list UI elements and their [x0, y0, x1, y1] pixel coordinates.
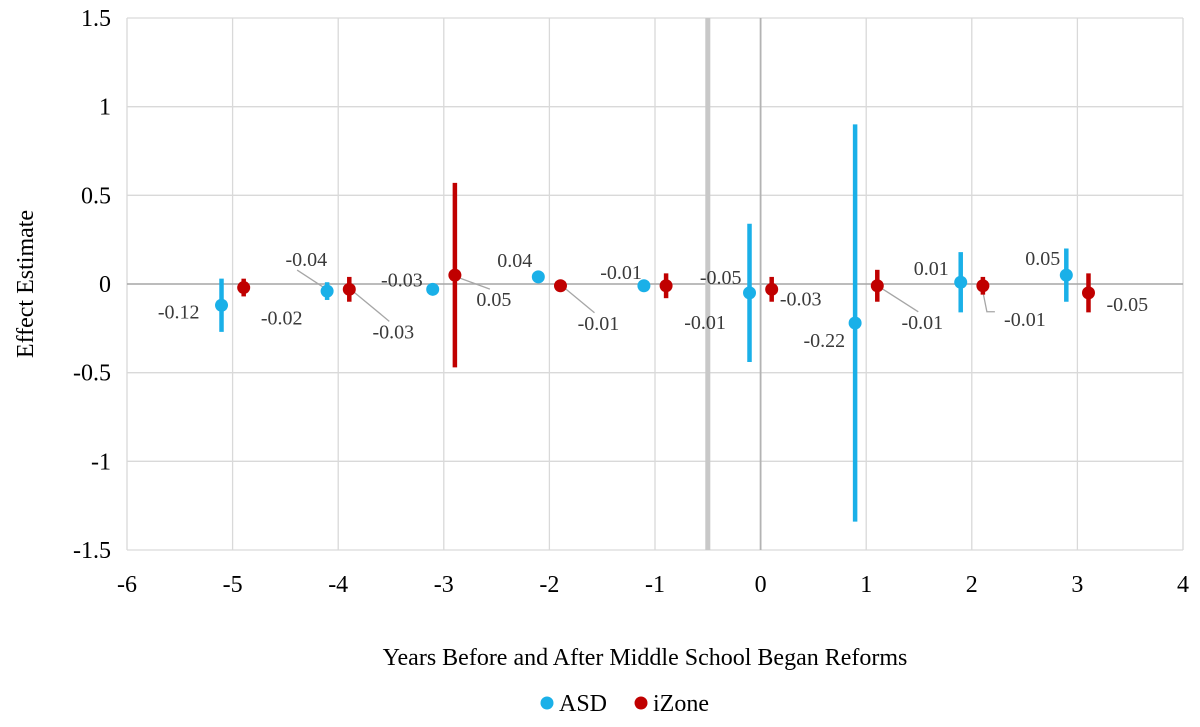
asd-legend-marker: [540, 696, 554, 710]
asd-data-label: 0.01: [914, 258, 949, 280]
x-tick-label: -4: [328, 572, 348, 598]
izone-data-label: -0.05: [1106, 294, 1148, 316]
izone-point: [765, 282, 779, 296]
asd-data-label: -0.04: [285, 249, 327, 271]
izone-point: [448, 268, 462, 282]
asd-point: [215, 298, 229, 312]
izone-data-label: -0.03: [372, 321, 414, 343]
asd-point: [637, 279, 651, 293]
asd-data-label: -0.22: [803, 330, 845, 352]
x-tick-label: 2: [966, 572, 978, 598]
asd-data-label: -0.12: [158, 301, 200, 323]
y-tick-label: 1: [99, 95, 111, 121]
reference-lines: [705, 18, 762, 550]
data-labels: -0.12 -0.04 -0.03 0.04 -0.01 -0.05 -0.22 0.01 0.…: [158, 248, 1148, 352]
y-axis-title: Effect Estimate: [13, 210, 39, 358]
label-leader-line: [353, 291, 390, 322]
label-leader-line: [565, 288, 595, 314]
izone-data-label: -0.02: [261, 308, 303, 330]
label-leader-line: [881, 288, 919, 313]
asd-point: [954, 275, 968, 289]
label-leader-line: [459, 277, 491, 290]
asd-point: [848, 316, 862, 330]
x-tick-label: 3: [1071, 572, 1083, 598]
y-tick-label: 0.5: [81, 183, 111, 209]
asd-data-label: -0.05: [700, 267, 742, 289]
y-tick-label: -0.5: [73, 361, 111, 387]
data-points: [215, 268, 1095, 330]
izone-data-label: 0.05: [476, 289, 511, 311]
x-tick-label: -5: [223, 572, 243, 598]
izone-data-label: -0.01: [901, 312, 943, 334]
x-tick-label: -6: [117, 572, 137, 598]
x-tick-label: 1: [860, 572, 872, 598]
legend: ASD iZone: [540, 691, 709, 717]
izone-data-label: -0.01: [1004, 309, 1046, 331]
y-tick-label: -1: [91, 449, 111, 475]
tick-labels: -6 -5 -4 -3 -2 -1 0 1 2 3 4 1.5 1 0.5 0 -0.5 -1 -1.5: [73, 6, 1189, 598]
x-tick-label: -1: [645, 572, 665, 598]
asd-point: [743, 286, 757, 300]
asd-point: [531, 270, 545, 284]
asd-data-label: 0.05: [1025, 248, 1060, 270]
label-leader-line: [982, 291, 995, 313]
izone-point: [237, 281, 251, 295]
gridlines: [126, 17, 1184, 551]
asd-point: [320, 284, 334, 298]
asd-legend-label: ASD: [559, 691, 607, 717]
asd-data-label: 0.04: [497, 250, 532, 272]
x-axis-title: Years Before and After Middle School Beg…: [383, 645, 908, 671]
izone-point: [659, 279, 673, 293]
label-leader-line: [296, 269, 324, 288]
x-tick-label: -3: [434, 572, 454, 598]
izone-point: [870, 279, 884, 293]
izone-point: [1081, 286, 1095, 300]
label-leader-lines: [296, 269, 995, 322]
y-tick-label: -1.5: [73, 538, 111, 564]
izone-point: [553, 279, 567, 293]
x-tick-label: -2: [539, 572, 559, 598]
izone-data-label: -0.03: [780, 288, 822, 310]
izone-legend-label: iZone: [653, 691, 709, 717]
izone-data-label: -0.01: [578, 313, 620, 335]
izone-point: [976, 279, 990, 293]
izone-legend-marker: [634, 696, 648, 710]
izone-point: [342, 282, 356, 296]
asd-data-label: -0.03: [381, 269, 423, 291]
asd-data-label: -0.01: [600, 262, 642, 284]
y-tick-label: 0: [99, 272, 111, 298]
x-tick-label: 0: [755, 572, 767, 598]
izone-data-label: -0.01: [684, 312, 726, 334]
asd-point: [426, 282, 440, 296]
x-tick-label: 4: [1177, 572, 1189, 598]
y-tick-label: 1.5: [81, 6, 111, 32]
asd-point: [1059, 268, 1073, 282]
